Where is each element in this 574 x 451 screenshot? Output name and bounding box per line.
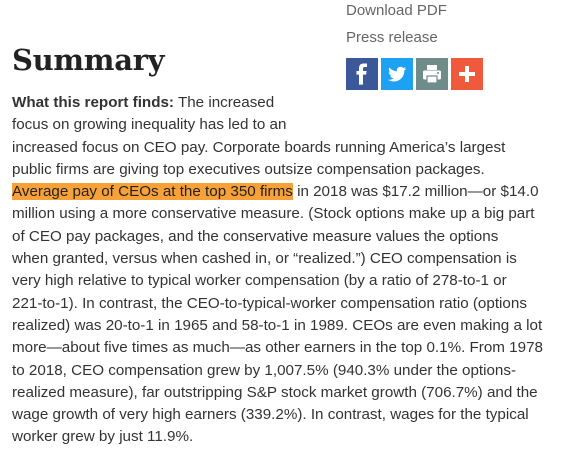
download-pdf-link[interactable]: Download PDF — [346, 2, 447, 19]
twitter-share-button[interactable] — [381, 58, 413, 90]
facebook-share-button[interactable] — [346, 58, 378, 90]
summary-line: public firms are giving top executives o… — [12, 160, 485, 178]
summary-line: when granted, versus when cashed in, or … — [12, 250, 517, 268]
facebook-icon — [356, 63, 367, 85]
share-buttons — [346, 58, 483, 90]
summary-line: What this report finds: The increased — [12, 92, 543, 114]
summary-line: realized) was 20-to-1 in 1965 and 58-to-… — [12, 316, 543, 334]
summary-line: million using a more conservative measur… — [12, 205, 535, 223]
summary-line-text: in 2018 was $17.2 million—or $14.0 — [292, 183, 539, 201]
lead-label: What this report finds: — [12, 94, 174, 111]
sidebar-links: Download PDF Press release — [346, 2, 566, 56]
twitter-icon — [388, 66, 407, 82]
summary-line: 221-to-1). In contrast, the CEO-to-typic… — [12, 294, 527, 312]
highlighted-text: Average pay of CEOs at the top 350 firms — [12, 183, 293, 201]
summary-line: to 2018, CEO compensation grew by 1,007.… — [12, 361, 517, 379]
summary-text: What this report finds: The increased fo… — [12, 92, 543, 449]
summary-line: increased focus on CEO pay. Corporate bo… — [12, 138, 506, 156]
summary-line: realized measure), far outstripping S&P … — [12, 383, 538, 401]
summary-line: very high relative to typical worker com… — [12, 272, 507, 290]
summary-line: more—about five times as much—as other e… — [12, 339, 543, 357]
summary-line-text: The increased — [174, 94, 275, 111]
summary-line: of CEO pay packages, and the conservativ… — [12, 227, 499, 245]
page-title: Summary — [12, 43, 165, 77]
summary-line: focus on growing inequality has led to a… — [12, 116, 287, 134]
print-icon — [423, 65, 441, 84]
plus-icon — [459, 66, 475, 82]
summary-line: wage growth of very high earners (339.2%… — [12, 406, 529, 424]
summary-line: Average pay of CEOs at the top 350 firms… — [12, 181, 543, 203]
more-share-button[interactable] — [451, 58, 483, 90]
summary-line: worker grew by just 11.9%. — [12, 428, 194, 446]
print-button[interactable] — [416, 58, 448, 90]
press-release-link[interactable]: Press release — [346, 29, 438, 46]
